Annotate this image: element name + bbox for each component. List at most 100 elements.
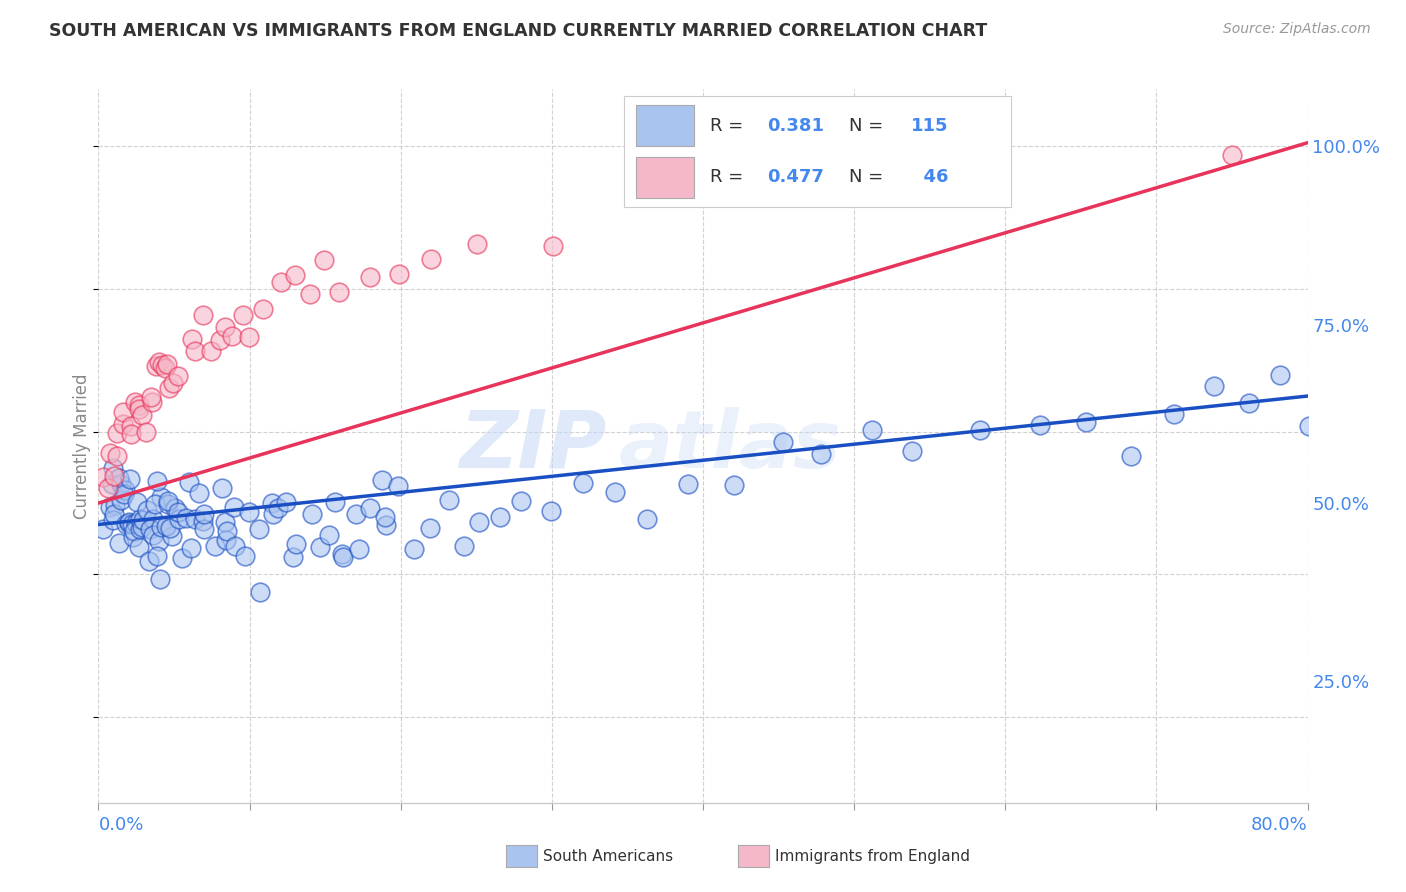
- Point: [374, 509, 396, 524]
- Point: [184, 344, 207, 359]
- Point: [969, 423, 991, 437]
- Point: [131, 520, 153, 534]
- Text: South Americans: South Americans: [543, 849, 673, 863]
- Point: [404, 542, 426, 557]
- Point: [156, 357, 179, 371]
- Point: [91, 469, 114, 483]
- Point: [217, 524, 239, 538]
- Point: [214, 319, 236, 334]
- Point: [359, 501, 381, 516]
- Point: [103, 461, 125, 475]
- Point: [128, 402, 150, 417]
- Point: [110, 492, 132, 507]
- Point: [344, 507, 367, 521]
- Point: [312, 252, 335, 267]
- Point: [128, 540, 150, 554]
- Point: [98, 446, 121, 460]
- Point: [723, 478, 745, 492]
- Text: ZIP: ZIP: [458, 407, 606, 485]
- Text: 80.0%: 80.0%: [1251, 816, 1308, 834]
- Point: [118, 472, 141, 486]
- Point: [262, 507, 284, 521]
- Point: [284, 268, 307, 283]
- Point: [1220, 148, 1243, 162]
- Point: [299, 287, 322, 301]
- Point: [249, 585, 271, 599]
- Point: [91, 522, 114, 536]
- Point: [156, 494, 179, 508]
- Point: [359, 270, 381, 285]
- Point: [112, 405, 135, 419]
- Point: [98, 500, 121, 515]
- Point: [1163, 407, 1185, 421]
- Point: [1298, 419, 1320, 434]
- Point: [465, 236, 488, 251]
- Point: [247, 522, 270, 536]
- Point: [162, 376, 184, 391]
- Point: [810, 447, 832, 461]
- Point: [180, 332, 202, 346]
- Point: [120, 427, 142, 442]
- Point: [114, 483, 136, 498]
- Point: [301, 507, 323, 521]
- Y-axis label: Currently Married: Currently Married: [73, 373, 91, 519]
- Point: [110, 477, 132, 491]
- Point: [149, 573, 172, 587]
- Point: [281, 550, 304, 565]
- Point: [285, 537, 308, 551]
- Point: [146, 474, 169, 488]
- Point: [156, 497, 179, 511]
- Point: [204, 539, 226, 553]
- Point: [1119, 449, 1142, 463]
- Point: [1326, 409, 1348, 423]
- Point: [108, 471, 131, 485]
- Point: [193, 522, 215, 536]
- Point: [174, 511, 197, 525]
- Point: [211, 481, 233, 495]
- Point: [166, 505, 188, 519]
- Text: Immigrants from England: Immigrants from England: [775, 849, 970, 863]
- Point: [167, 369, 190, 384]
- Point: [509, 493, 531, 508]
- Point: [132, 513, 155, 527]
- Text: Source: ZipAtlas.com: Source: ZipAtlas.com: [1223, 22, 1371, 37]
- Point: [232, 308, 254, 322]
- Point: [97, 481, 120, 495]
- Point: [901, 444, 924, 458]
- Point: [135, 503, 157, 517]
- Point: [252, 301, 274, 316]
- Point: [148, 354, 170, 368]
- Point: [1202, 379, 1225, 393]
- Point: [419, 252, 441, 267]
- Point: [124, 395, 146, 409]
- Point: [118, 516, 141, 530]
- Text: atlas: atlas: [619, 407, 841, 485]
- Point: [105, 426, 128, 441]
- Point: [772, 434, 794, 449]
- Point: [155, 519, 177, 533]
- Point: [167, 512, 190, 526]
- Point: [224, 539, 246, 553]
- Point: [138, 522, 160, 536]
- Point: [238, 330, 260, 344]
- Point: [214, 515, 236, 529]
- Point: [193, 308, 215, 322]
- Point: [235, 549, 257, 563]
- Point: [349, 541, 371, 556]
- Point: [1372, 414, 1395, 428]
- Point: [150, 520, 173, 534]
- Point: [103, 469, 125, 483]
- Point: [1268, 368, 1291, 383]
- Point: [328, 285, 350, 300]
- Point: [453, 539, 475, 553]
- Point: [111, 417, 134, 431]
- Point: [330, 547, 353, 561]
- Point: [117, 516, 139, 531]
- Point: [142, 528, 165, 542]
- Point: [122, 524, 145, 538]
- Point: [860, 424, 883, 438]
- Point: [208, 334, 231, 348]
- Point: [160, 529, 183, 543]
- Point: [193, 514, 215, 528]
- Point: [135, 425, 157, 439]
